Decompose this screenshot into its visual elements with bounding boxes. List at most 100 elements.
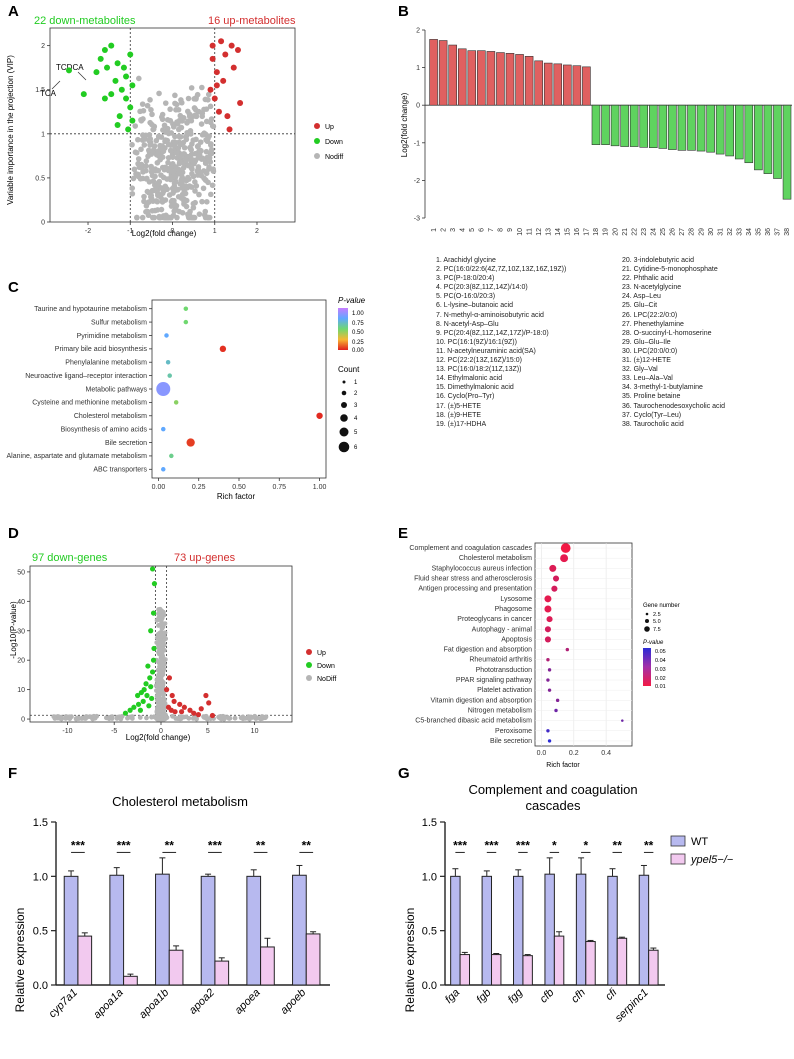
- panel-d-down-label: 97 down-genes: [32, 552, 108, 564]
- bar: [486, 51, 496, 106]
- x-tick-label: 34: [746, 228, 753, 236]
- bar: [457, 48, 467, 106]
- size-key-label: 5.0: [653, 619, 661, 625]
- nodiff-point: [148, 107, 154, 113]
- pathway-bubble: [164, 333, 169, 338]
- wt-bar: [575, 873, 587, 986]
- metabolite-list-item: 35. Proline betaine: [622, 393, 681, 401]
- size-key-6: [338, 441, 350, 453]
- x-tick-label: 16: [574, 228, 581, 236]
- nodiff-point: [179, 177, 185, 183]
- significance-stars: **: [165, 838, 175, 852]
- pathway-label: Nitrogen metabolism: [468, 707, 532, 714]
- bar: [649, 104, 658, 148]
- nodiff-point: [199, 113, 206, 120]
- panel-d-xlabel: Log2(fold change): [126, 733, 191, 742]
- nodiff-point: [172, 133, 178, 140]
- panel-c-colorbar-title: P-value: [338, 296, 366, 305]
- ko-bar: [459, 954, 471, 986]
- x-tick-label: 24: [650, 228, 657, 236]
- metabolite-list-item: 33. Leu–Ala–Val: [622, 375, 673, 383]
- nodiff-point: [143, 163, 149, 169]
- nodiff-point: [199, 132, 206, 138]
- nodiff-point: [146, 199, 152, 205]
- down-point: [149, 566, 156, 572]
- legend-down-label: Down: [317, 663, 335, 670]
- nodiff-point: [159, 615, 165, 621]
- up-point: [166, 675, 173, 681]
- up-point: [181, 704, 187, 710]
- up-point: [203, 692, 209, 699]
- nodiff-point: [83, 716, 88, 721]
- legend-up-marker: [306, 649, 312, 655]
- pathway-label: C5-branched dibasic acid metabolism: [415, 718, 532, 725]
- bar: [715, 104, 725, 155]
- y-tick-label: -3: [414, 216, 420, 223]
- x-tick-label: 1: [431, 228, 438, 232]
- pathway-label: Proteoglycans in cancer: [457, 616, 532, 623]
- nodiff-point: [157, 688, 162, 693]
- nodiff-point: [196, 191, 202, 198]
- nodiff-point: [183, 203, 190, 210]
- down-point: [101, 95, 108, 102]
- nodiff-point: [205, 91, 212, 98]
- legend-down-marker: [306, 662, 312, 668]
- panel-e-cb-tick: 0.02: [655, 676, 666, 682]
- legend-nodiff-marker: [314, 153, 320, 159]
- x-tick-label: 20: [612, 228, 619, 236]
- nodiff-point: [190, 204, 197, 211]
- wt-bar: [450, 875, 461, 986]
- nodiff-point: [160, 127, 166, 133]
- metabolite-list-item: 16. Cyclo(Pro–Tyr): [436, 393, 495, 401]
- nodiff-point: [164, 186, 170, 192]
- metabolite-list-item: 32. Gly–Val: [622, 366, 658, 374]
- panel-d-up-label: 73 up-genes: [174, 552, 236, 564]
- metabolite-list-col2: 20. 3-indolebutyric acid 21. Cytidine-5-m…: [622, 256, 792, 429]
- bar: [601, 104, 610, 145]
- nodiff-point: [188, 117, 195, 124]
- panel-e-cb-tick: 0.01: [655, 684, 666, 690]
- x-tick-label: 10: [517, 228, 524, 236]
- nodiff-point: [158, 659, 164, 664]
- x-tick-label: 0.2: [569, 750, 579, 757]
- nodiff-point: [263, 714, 269, 720]
- down-point: [147, 675, 153, 681]
- nodiff-point: [169, 154, 176, 160]
- nodiff-point: [171, 183, 178, 189]
- metabolite-list-item: 24. Asp–Leu: [622, 293, 661, 301]
- bar: [477, 50, 486, 106]
- x-tick-label: 0: [159, 728, 163, 735]
- bar: [629, 104, 639, 147]
- ko-bar: [123, 975, 138, 986]
- nodiff-point: [189, 141, 195, 147]
- wt-bar: [638, 874, 650, 986]
- up-point: [211, 95, 218, 102]
- panel-c-size-legend: 1 2 3 4 5 6: [338, 380, 358, 453]
- size-key-label: 1: [354, 380, 358, 386]
- significance-stars: **: [644, 838, 654, 852]
- nodiff-point: [185, 211, 191, 218]
- nodiff-point: [137, 715, 143, 720]
- down-point: [127, 104, 134, 111]
- y-tick-label: 10: [17, 687, 25, 694]
- nodiff-point: [205, 135, 211, 142]
- wt-bar: [544, 873, 555, 986]
- significance-stars: ***: [71, 838, 85, 852]
- x-tick-label: 31: [717, 228, 724, 236]
- gene-label: apoa1b: [137, 987, 171, 1021]
- x-tick-label: 8: [498, 228, 505, 232]
- panel-a-letter: A: [8, 3, 19, 20]
- pathway-bubble: [544, 595, 552, 603]
- metabolite-list-item: 9. PC(20:4(8Z,11Z,14Z,17Z)/P-18:0): [436, 329, 549, 337]
- pathway-label: Phenylalanine metabolism: [65, 360, 147, 367]
- pathway-label: Fat digestion and absorption: [444, 647, 532, 654]
- significance-stars: *: [583, 838, 588, 852]
- size-key-label: 7.5: [653, 627, 661, 633]
- nodiff-point: [143, 158, 150, 164]
- x-tick-label: 0.25: [192, 484, 206, 491]
- panel-g-title-line1: Complement and coagulation: [468, 782, 637, 797]
- pathway-bubble: [546, 616, 553, 623]
- bar: [677, 104, 687, 151]
- nodiff-point: [171, 208, 177, 214]
- up-point: [220, 77, 227, 84]
